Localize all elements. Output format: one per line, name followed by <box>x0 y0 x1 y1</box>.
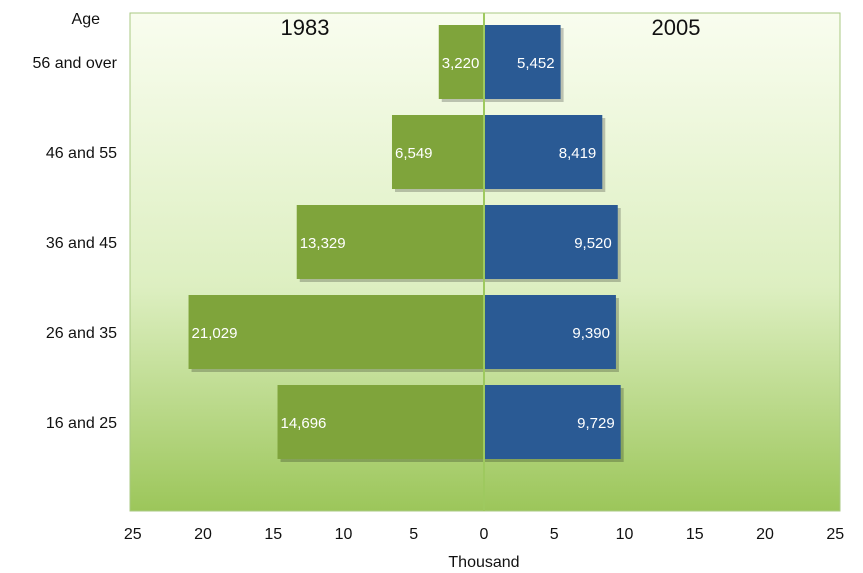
bar-2005 <box>484 385 621 459</box>
data-label: 14,696 <box>281 415 327 432</box>
y-axis-title: Age <box>72 11 101 28</box>
x-tick-label: 5 <box>550 526 559 543</box>
x-tick-label: 5 <box>409 526 418 543</box>
category-label: 36 and 45 <box>46 235 117 252</box>
bars-layer <box>188 25 624 462</box>
x-tick-label: 0 <box>480 526 489 543</box>
bar-2005 <box>484 205 618 279</box>
bar-1983 <box>391 115 484 189</box>
x-tick-label: 10 <box>335 526 353 543</box>
category-label: 26 and 35 <box>46 325 117 342</box>
data-label: 5,452 <box>517 55 555 72</box>
x-tick-label: 25 <box>826 526 844 543</box>
data-label: 21,029 <box>192 325 238 342</box>
x-tick-label: 10 <box>616 526 634 543</box>
x-tick-label: 20 <box>194 526 212 543</box>
bar-1983 <box>296 205 484 279</box>
x-tick-label: 25 <box>124 526 142 543</box>
labels-layer: 56 and over 3,220 5,452 46 and 55 6,549 8,419… <box>32 55 614 432</box>
panel-title-right: 2005 <box>652 15 701 40</box>
bar-2005 <box>484 115 603 189</box>
x-tick-labels: 25 20 15 10 5 0 5 10 15 20 25 <box>124 526 844 543</box>
category-label: 56 and over <box>32 55 117 72</box>
bar-2005 <box>484 295 616 369</box>
data-label: 8,419 <box>559 145 597 162</box>
bar-1983 <box>277 385 484 459</box>
x-tick-label: 15 <box>686 526 704 543</box>
data-label: 13,329 <box>300 235 346 252</box>
x-axis-title: Thousand <box>448 554 519 571</box>
category-label: 46 and 55 <box>46 145 117 162</box>
bar-1983 <box>188 295 485 369</box>
category-label: 16 and 25 <box>46 415 117 432</box>
panel-title-left: 1983 <box>281 15 330 40</box>
data-label: 9,729 <box>577 415 615 432</box>
bar-2005 <box>484 25 561 99</box>
data-label: 6,549 <box>395 145 433 162</box>
bar-1983 <box>438 25 484 99</box>
x-tick-label: 15 <box>264 526 282 543</box>
data-label: 3,220 <box>442 55 480 72</box>
data-label: 9,520 <box>574 235 612 252</box>
data-label: 9,390 <box>572 325 610 342</box>
x-tick-label: 20 <box>756 526 774 543</box>
